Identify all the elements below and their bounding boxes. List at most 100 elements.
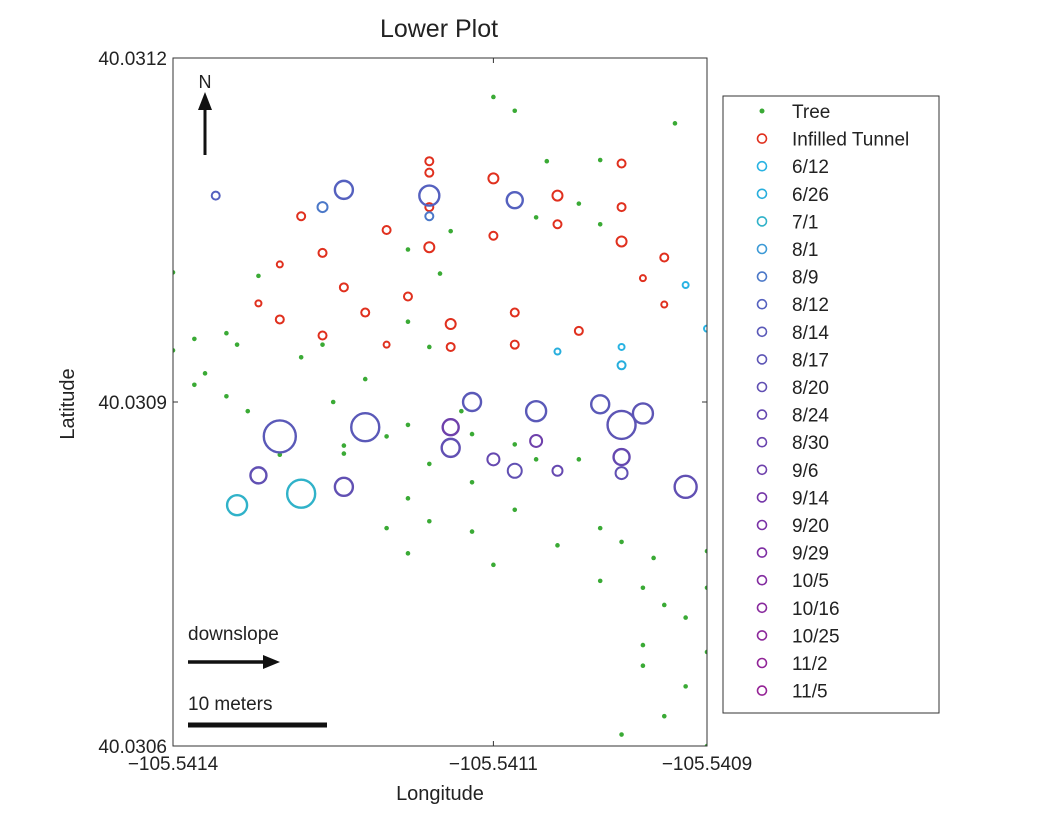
north-label: N	[199, 72, 212, 92]
data-point	[615, 235, 628, 248]
data-point	[487, 172, 500, 185]
data-point	[673, 474, 698, 500]
tree-point	[469, 431, 475, 437]
legend-label: 11/2	[792, 654, 828, 675]
tree-point	[1025, 342, 1030, 347]
legend-marker	[756, 657, 768, 669]
tree-point	[202, 371, 208, 376]
data-point	[659, 252, 670, 263]
data-point	[606, 409, 637, 441]
x-tick-label: −105.5414	[128, 754, 219, 775]
data-point	[275, 260, 284, 269]
data-point	[333, 179, 355, 201]
legend-label: 9/6	[792, 461, 818, 482]
data-point	[444, 318, 457, 331]
data-point	[225, 494, 249, 517]
legend-marker	[756, 271, 768, 282]
legend-item: 6/12	[756, 157, 829, 178]
x-tick-label: −105.5411	[449, 754, 538, 775]
data-point	[1001, 176, 1011, 186]
data-point	[350, 412, 381, 443]
series-tree	[173, 73, 1030, 746]
data-point	[612, 447, 631, 467]
tree-point	[865, 73, 870, 78]
data-point	[631, 402, 655, 425]
data-point	[703, 324, 707, 333]
plot-area	[58, 57, 1053, 747]
data-point	[317, 330, 328, 341]
tree-point	[405, 551, 411, 556]
legend-label: 6/12	[792, 157, 829, 178]
legend-label: 7/1	[792, 212, 818, 233]
scale-label: 10 meters	[188, 694, 272, 715]
tree-point	[427, 518, 432, 524]
legend-marker	[756, 409, 768, 420]
legend-marker	[756, 381, 768, 393]
legend-marker	[756, 243, 768, 255]
tree-point	[576, 201, 582, 206]
tree-point	[173, 270, 176, 275]
data-point	[254, 299, 263, 308]
data-point	[486, 452, 501, 467]
y-axis-label: Latitude	[57, 368, 79, 439]
legend-item: 8/24	[756, 406, 829, 427]
tree-point	[173, 348, 176, 353]
tree-point	[544, 158, 550, 164]
tree-point	[459, 408, 464, 414]
legend-marker	[756, 685, 768, 696]
legend-item: 6/26	[756, 185, 829, 206]
tree-point	[224, 330, 229, 336]
data-point	[424, 202, 435, 213]
legend-label: Infilled Tunnel	[792, 130, 909, 151]
plot-marks	[58, 73, 1053, 746]
series-8-20	[249, 437, 698, 500]
legend-label: 8/12	[792, 295, 829, 316]
data-point	[440, 437, 461, 459]
data-point	[681, 281, 690, 290]
tree-point	[277, 452, 283, 458]
tree-point	[362, 376, 368, 382]
tree-point	[320, 342, 325, 347]
legend-marker	[756, 298, 768, 310]
legend-label: 8/9	[792, 268, 818, 289]
y-tick-label: 40.0306	[98, 737, 167, 758]
tree-point	[245, 408, 251, 414]
data-point	[573, 325, 584, 336]
data-point	[1023, 432, 1031, 440]
tree-point	[234, 342, 240, 347]
data-point	[660, 300, 669, 309]
series-8-9	[316, 201, 435, 222]
legend-label: 9/14	[792, 488, 829, 509]
legend-label: 10/25	[792, 626, 840, 647]
legend-marker	[756, 188, 768, 200]
legend-marker	[756, 574, 768, 586]
tree-point	[555, 543, 560, 548]
series-10-25	[1041, 171, 1053, 201]
tree-point	[427, 344, 432, 350]
tree-point	[491, 562, 496, 568]
legend-label: 9/20	[792, 516, 829, 537]
tree-point	[533, 457, 539, 462]
axis-ticks: −105.5414 −105.5411 −105.5409 40.0306 40.030…	[98, 49, 752, 775]
tree-point	[619, 539, 624, 545]
data-point	[616, 158, 627, 169]
legend-item: 8/9	[756, 268, 818, 289]
data-point	[424, 167, 435, 178]
legend-box	[722, 95, 940, 714]
tree-point	[576, 457, 582, 462]
tree-point	[661, 713, 667, 719]
data-point	[488, 230, 499, 241]
tree-point	[491, 94, 496, 100]
legend-item: 8/12	[756, 295, 829, 316]
data-point	[1041, 176, 1053, 192]
tree-point	[619, 732, 624, 737]
data-point	[402, 291, 413, 302]
tree-point	[1025, 727, 1030, 732]
data-point	[285, 478, 317, 509]
data-point	[62, 475, 70, 483]
series-8-30	[58, 442, 136, 467]
tree-point	[651, 555, 656, 561]
downslope-label: downslope	[188, 624, 279, 645]
data-point	[553, 347, 562, 356]
data-point	[980, 170, 990, 180]
